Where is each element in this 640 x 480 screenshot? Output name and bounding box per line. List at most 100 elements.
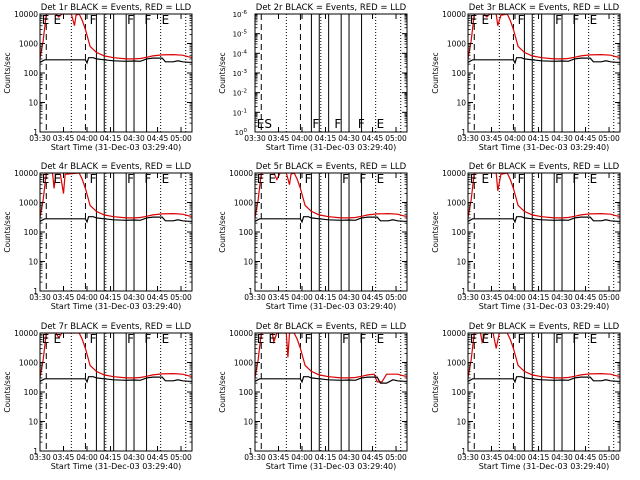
flag-letter: E	[54, 13, 62, 27]
y-tick-label: 10-2	[233, 89, 247, 98]
flag-letter: F	[358, 117, 365, 131]
panel-title: Det 1r BLACK = Events, RED = LLD	[41, 3, 192, 13]
x-axis-label: Start Time (31-Dec-03 03:29:40)	[479, 462, 610, 471]
y-axis-label: Counts/sec	[431, 52, 440, 93]
x-axis-label: Start Time (31-Dec-03 03:29:40)	[479, 302, 610, 311]
panel-title: Det 9r BLACK = Events, RED = LLD	[469, 322, 620, 332]
y-tick-label: 100	[24, 228, 39, 237]
series-line-lld	[468, 333, 620, 379]
y-tick-label: 10	[28, 99, 38, 108]
x-tick-label: 04:45	[575, 293, 597, 302]
x-tick-label: 03:45	[53, 453, 75, 462]
x-tick-label: 03:45	[481, 134, 503, 143]
series-line-events	[255, 216, 407, 224]
flag-letter: E	[42, 172, 50, 186]
y-axis-label: Counts/sec	[218, 371, 227, 412]
x-tick-label: 05:00	[385, 293, 407, 302]
series-line-lld	[40, 14, 192, 60]
series-line-lld	[40, 173, 192, 219]
x-tick-label: 05:00	[598, 293, 620, 302]
flag-letter: E	[590, 332, 598, 346]
y-tick-label: 10	[456, 99, 466, 108]
flag-letter: E	[482, 13, 490, 27]
flag-letter: F	[555, 13, 562, 27]
flag-letter: F	[359, 332, 366, 346]
y-tick-label: 100	[452, 228, 467, 237]
y-tick-label: 10-6	[233, 10, 248, 19]
x-tick-label: 03:30	[244, 453, 266, 462]
series-line-events	[40, 216, 192, 224]
flag-letter: F	[127, 172, 134, 186]
y-axis-label: Counts/sec	[3, 211, 12, 252]
x-tick-label: 03:45	[53, 134, 75, 143]
x-tick-label: 04:30	[123, 453, 145, 462]
y-tick-label: 10-4	[233, 49, 248, 58]
panel-frame	[254, 13, 408, 133]
x-tick-label: 05:00	[170, 453, 192, 462]
x-tick-label: 04:00	[291, 453, 313, 462]
flag-letter: F	[555, 172, 562, 186]
flag-letter: E	[470, 13, 478, 27]
x-tick-label: 05:00	[385, 453, 407, 462]
y-tick-label: 10	[456, 418, 466, 427]
flag-letter: F	[90, 172, 97, 186]
x-tick-label: 05:00	[385, 134, 407, 143]
x-tick-label: 04:45	[575, 134, 597, 143]
y-tick-label: 1000	[19, 359, 38, 368]
y-tick-label: 1000	[447, 359, 466, 368]
y-axis-label: Counts/sec	[218, 211, 227, 252]
panel-frame	[39, 13, 193, 133]
y-tick-label: 100	[24, 69, 39, 78]
panel-title: Det 2r BLACK = Events, RED = LLD	[256, 3, 407, 13]
x-tick-label: 04:00	[76, 293, 98, 302]
panel-frame	[39, 332, 193, 452]
x-tick-label: 03:30	[457, 134, 479, 143]
flag-letter: E	[269, 172, 277, 186]
x-tick-label: 05:00	[170, 293, 192, 302]
flag-letter: E	[162, 13, 170, 27]
x-tick-label: 04:30	[123, 134, 145, 143]
series-line-events	[40, 57, 192, 65]
flag-letter: E	[162, 172, 170, 186]
panel-frame	[254, 332, 408, 452]
x-tick-label: 03:30	[29, 134, 51, 143]
y-axis-label: Counts/sec	[218, 52, 227, 93]
flag-letter: F	[342, 172, 349, 186]
x-tick-label: 04:30	[551, 293, 573, 302]
x-tick-label: 03:30	[244, 134, 266, 143]
y-tick-label: 1000	[19, 199, 38, 208]
x-tick-label: 04:15	[528, 293, 550, 302]
x-axis-label: Start Time (31-Dec-03 03:29:40)	[479, 143, 610, 152]
panel-frame	[467, 172, 621, 292]
y-tick-label: 1000	[234, 199, 253, 208]
flag-letter: E	[162, 332, 170, 346]
flag-letter: E	[377, 117, 385, 131]
x-tick-label: 04:00	[291, 293, 313, 302]
flag-letter: F	[572, 172, 579, 186]
y-tick-label: 10	[28, 258, 38, 267]
y-tick-label: 10000	[442, 169, 466, 178]
y-axis-label: Counts/sec	[3, 371, 12, 412]
flag-letter: F	[572, 13, 579, 27]
y-tick-label: 1	[461, 128, 466, 137]
y-axis-label: Counts/sec	[431, 211, 440, 252]
x-tick-label: 04:30	[338, 453, 360, 462]
x-tick-label: 04:15	[315, 293, 337, 302]
x-tick-label: 04:15	[528, 134, 550, 143]
y-tick-label: 10-1	[233, 108, 247, 117]
flag-letter: F	[144, 332, 151, 346]
x-tick-label: 03:45	[481, 453, 503, 462]
y-tick-label: 10	[243, 418, 253, 427]
x-tick-label: 04:00	[76, 453, 98, 462]
y-tick-label: 100	[239, 388, 254, 397]
x-tick-label: 04:15	[315, 134, 337, 143]
flag-letter: E	[42, 13, 50, 27]
y-tick-label: 10	[28, 418, 38, 427]
series-line-events	[468, 376, 620, 384]
